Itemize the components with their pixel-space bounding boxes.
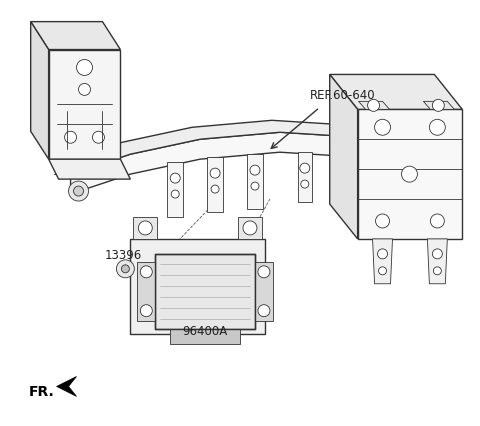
Polygon shape — [427, 239, 447, 284]
Circle shape — [349, 169, 360, 178]
Circle shape — [401, 167, 418, 183]
Circle shape — [379, 267, 386, 275]
Circle shape — [93, 132, 105, 144]
Polygon shape — [423, 102, 454, 110]
Circle shape — [69, 181, 88, 201]
Polygon shape — [238, 218, 262, 239]
Circle shape — [350, 186, 359, 193]
Polygon shape — [207, 158, 223, 213]
Circle shape — [432, 100, 444, 112]
Circle shape — [210, 169, 220, 178]
Circle shape — [171, 190, 179, 199]
Polygon shape — [131, 239, 265, 334]
Polygon shape — [330, 75, 358, 239]
Circle shape — [301, 181, 309, 189]
Polygon shape — [155, 254, 255, 329]
Circle shape — [117, 260, 134, 278]
Polygon shape — [330, 75, 462, 110]
Circle shape — [243, 222, 257, 236]
Polygon shape — [57, 377, 76, 397]
Circle shape — [73, 187, 84, 196]
Circle shape — [431, 215, 444, 228]
Polygon shape — [247, 155, 263, 210]
Polygon shape — [31, 23, 48, 160]
Polygon shape — [62, 121, 459, 175]
Circle shape — [432, 249, 443, 259]
Polygon shape — [372, 239, 393, 284]
Circle shape — [430, 120, 445, 136]
Polygon shape — [48, 160, 131, 180]
Text: 96400A: 96400A — [182, 324, 228, 337]
Circle shape — [138, 222, 152, 236]
Polygon shape — [137, 262, 155, 321]
Circle shape — [375, 215, 389, 228]
Circle shape — [65, 132, 76, 144]
Polygon shape — [298, 153, 312, 202]
Circle shape — [250, 166, 260, 176]
Polygon shape — [170, 329, 240, 344]
Circle shape — [79, 84, 91, 96]
Text: 13396: 13396 — [105, 248, 142, 261]
Polygon shape — [31, 23, 120, 50]
Circle shape — [258, 266, 270, 278]
Polygon shape — [71, 133, 459, 195]
Circle shape — [258, 305, 270, 317]
Circle shape — [368, 100, 380, 112]
Circle shape — [300, 164, 310, 174]
Polygon shape — [358, 110, 462, 239]
Polygon shape — [133, 218, 157, 239]
Circle shape — [140, 305, 152, 317]
Polygon shape — [359, 102, 389, 110]
Circle shape — [251, 183, 259, 190]
Polygon shape — [348, 158, 361, 202]
Circle shape — [170, 174, 180, 184]
Polygon shape — [255, 262, 273, 321]
Circle shape — [140, 266, 152, 278]
Circle shape — [378, 249, 387, 259]
Text: FR.: FR. — [29, 385, 54, 398]
Circle shape — [374, 120, 391, 136]
Circle shape — [121, 265, 130, 273]
Circle shape — [76, 60, 93, 76]
Polygon shape — [167, 163, 183, 218]
Circle shape — [211, 186, 219, 193]
Text: REF.60-640: REF.60-640 — [310, 89, 375, 102]
Circle shape — [433, 267, 441, 275]
Polygon shape — [48, 50, 120, 160]
